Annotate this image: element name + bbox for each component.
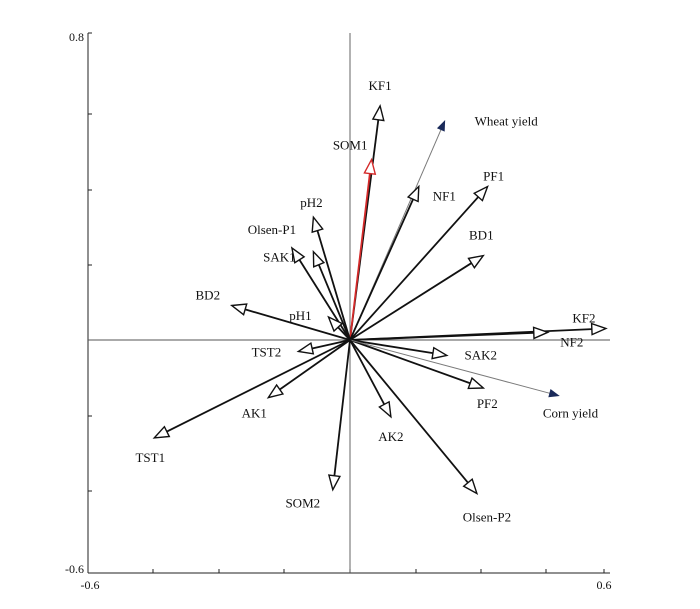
vector-label-wheat-yield: Wheat yield	[475, 113, 539, 128]
vector-label-kf1: KF1	[369, 78, 392, 93]
vector-labels: KF1 SOM1 Wheat yield PF1 NF1 BD1 pH2 Olsen-P1 SA…	[135, 78, 598, 525]
vector-shaft	[349, 198, 414, 341]
vector-nf2	[349, 326, 550, 341]
vector-arrowhead	[467, 254, 485, 269]
vector-label-kf2: KF2	[572, 311, 595, 326]
vector-label-bd1: BD1	[469, 228, 494, 243]
vector-arrowhead	[296, 341, 315, 355]
vector-nf1	[349, 184, 420, 341]
vector-ak2	[349, 339, 392, 419]
vector-label-olsen-p2: Olsen-P2	[463, 510, 511, 525]
vector-shaft	[337, 326, 351, 341]
vector-shaft	[316, 230, 351, 341]
vector-arrowhead	[472, 185, 489, 202]
vector-shaft	[349, 331, 534, 341]
vector-tst1	[152, 339, 351, 439]
vector-shaft	[349, 173, 371, 341]
vector-ph2	[311, 215, 351, 341]
vector-shaft	[349, 196, 479, 341]
vector-arrowhead	[406, 184, 420, 203]
vector-arrowhead	[327, 315, 344, 333]
vector-sak2	[349, 339, 449, 360]
vector-ph1	[327, 315, 351, 341]
vector-arrowhead	[462, 478, 479, 495]
vector-label-nf1: NF1	[433, 189, 456, 204]
vector-arrowhead	[467, 376, 486, 390]
vector-arrowhead	[311, 215, 324, 234]
vector-shaft	[349, 339, 434, 355]
vector-arrowhead	[431, 346, 449, 360]
vector-arrowhead	[312, 249, 326, 268]
vector-arrowhead	[327, 474, 342, 492]
vector-shaft	[166, 339, 351, 433]
vector-label-bd2: BD2	[196, 288, 221, 303]
vector-label-ak2: AK2	[378, 429, 403, 444]
vector-shaft	[333, 339, 351, 476]
vector-arrowhead	[548, 389, 560, 398]
vector-label-corn-yield: Corn yield	[543, 406, 599, 421]
vector-arrowhead	[152, 425, 171, 439]
vector-shaft	[349, 339, 471, 385]
vector-sak1	[312, 249, 351, 341]
tick-labels: 0.8 -0.6 -0.6 0.6	[65, 30, 612, 592]
vector-label-nf2: NF2	[560, 334, 583, 349]
vector-label-tst1: TST1	[135, 450, 165, 465]
vector-label-som1: SOM1	[333, 138, 368, 153]
vector-arrowhead	[436, 120, 446, 132]
vector-corn-yield	[349, 339, 560, 398]
vector-label-sak1: SAK1	[263, 250, 296, 265]
vector-som1	[349, 157, 377, 341]
vector-arrowhead	[229, 303, 248, 316]
vector-olsen-p1	[290, 246, 351, 341]
vector-ak1	[266, 339, 351, 399]
vector-label-som2: SOM2	[285, 496, 320, 511]
vector-bd2	[229, 303, 351, 341]
vector-arrowhead	[378, 400, 392, 419]
vector-shaft	[311, 339, 351, 350]
vector-label-tst2: TST2	[252, 345, 282, 360]
vector-shaft	[317, 264, 351, 341]
vector-shaft	[349, 339, 386, 405]
vector-som2	[327, 339, 351, 492]
y-tick-label: 0.8	[69, 30, 84, 44]
vector-arrowhead	[590, 322, 608, 336]
vector-pf1	[349, 185, 489, 341]
vector-label-ak1: AK1	[242, 406, 267, 421]
vector-arrowhead	[532, 326, 550, 340]
vector-shaft	[349, 339, 469, 484]
vector-arrowhead	[371, 103, 385, 122]
vector-tst2	[296, 339, 351, 355]
x-tick-label: 0.6	[597, 578, 612, 592]
vector-label-sak2: SAK2	[465, 347, 498, 362]
vector-label-olsen-p1: Olsen-P1	[248, 222, 296, 237]
vector-shaft	[349, 262, 472, 341]
vector-arrowhead	[363, 157, 377, 176]
vector-arrows	[152, 103, 608, 495]
y-tick-label: -0.6	[65, 562, 84, 576]
vector-arrowhead	[290, 246, 306, 264]
vector-shaft	[244, 308, 351, 341]
vector-label-pf1: PF1	[483, 169, 504, 184]
x-tick-label: -0.6	[81, 578, 100, 592]
vector-label-ph1: pH1	[289, 308, 311, 323]
vector-label-ph2: pH2	[300, 195, 322, 210]
vector-shaft	[279, 339, 351, 391]
vector-shaft	[349, 339, 550, 394]
vector-label-pf2: PF2	[477, 396, 498, 411]
vector-bd1	[349, 254, 485, 341]
vector-shaft	[298, 259, 351, 341]
vector-olsen-p2	[349, 339, 479, 495]
vector-pf2	[349, 339, 486, 390]
vector-arrowhead	[266, 383, 285, 399]
